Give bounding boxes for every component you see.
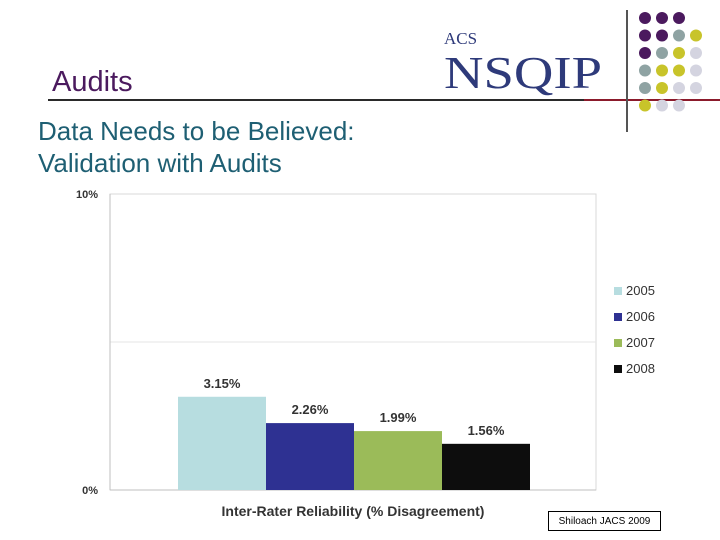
subtitle-line-2: Validation with Audits xyxy=(38,148,282,178)
dot-3-2 xyxy=(673,64,685,77)
dot-1-2 xyxy=(673,29,685,42)
data-label-2005: 3.15% xyxy=(204,376,241,391)
decorative-dot-grid xyxy=(639,12,702,112)
dot-4-3 xyxy=(690,82,702,94)
bar-2007 xyxy=(354,431,442,490)
legend-swatch-2008 xyxy=(614,365,622,373)
legend-swatch-2005 xyxy=(614,287,622,295)
dot-0-2 xyxy=(673,12,685,24)
bar-chart: 0%10% 3.15%2.26%1.99%1.56% 2005200620072… xyxy=(76,189,655,519)
dot-2-2 xyxy=(673,47,685,59)
acs-nsqip-logo: ACS NSQIP xyxy=(444,29,602,98)
subtitle-line-1: Data Needs to be Believed: xyxy=(38,116,355,146)
dot-1-1 xyxy=(656,29,668,42)
logo-main-text: NSQIP xyxy=(444,47,602,98)
dot-3-1 xyxy=(656,64,668,77)
title-rule xyxy=(48,99,586,101)
y-tick-label-0: 0% xyxy=(82,485,98,497)
title-rule-accent xyxy=(584,99,720,101)
data-label-2006: 2.26% xyxy=(292,402,329,417)
dot-4-0 xyxy=(639,82,651,94)
dot-2-1 xyxy=(656,47,668,59)
legend-label-2006: 2006 xyxy=(626,309,655,324)
data-label-2007: 1.99% xyxy=(380,410,417,425)
logo-top-text: ACS xyxy=(444,29,477,48)
legend-label-2005: 2005 xyxy=(626,283,655,298)
legend: 2005 2006 2007 2008 xyxy=(614,283,655,376)
bars xyxy=(178,396,530,490)
slide-subtitle: Data Needs to be Believed: Validation wi… xyxy=(38,115,355,179)
bar-2008 xyxy=(442,443,530,490)
dot-1-0 xyxy=(639,29,651,42)
legend-label-2008: 2008 xyxy=(626,361,655,376)
dot-0-1 xyxy=(656,12,668,24)
dot-1-3 xyxy=(690,29,702,42)
dot-2-3 xyxy=(690,47,702,59)
dot-0-0 xyxy=(639,12,651,24)
y-tick-label-1: 10% xyxy=(76,189,98,201)
legend-swatch-2006 xyxy=(614,313,622,321)
bar-labels: 3.15% 2.26% 1.99% 1.56% xyxy=(204,376,505,438)
dot-3-3 xyxy=(690,64,702,77)
dot-4-1 xyxy=(656,82,668,94)
dot-5-1 xyxy=(656,99,668,112)
dot-2-0 xyxy=(639,47,651,59)
bar-2005 xyxy=(178,396,266,490)
legend-swatch-2007 xyxy=(614,339,622,347)
data-label-2008: 1.56% xyxy=(468,423,505,438)
slide-title: Audits xyxy=(52,66,133,98)
vertical-rule xyxy=(626,10,628,132)
x-axis-label: Inter-Rater Reliability (% Disagreement) xyxy=(222,503,485,519)
dot-3-0 xyxy=(639,64,651,77)
bar-2006 xyxy=(266,423,354,490)
legend-label-2007: 2007 xyxy=(626,335,655,350)
dot-4-2 xyxy=(673,82,685,94)
dot-5-2 xyxy=(673,99,685,112)
dot-5-0 xyxy=(639,99,651,112)
citation: Shiloach JACS 2009 xyxy=(548,511,661,531)
